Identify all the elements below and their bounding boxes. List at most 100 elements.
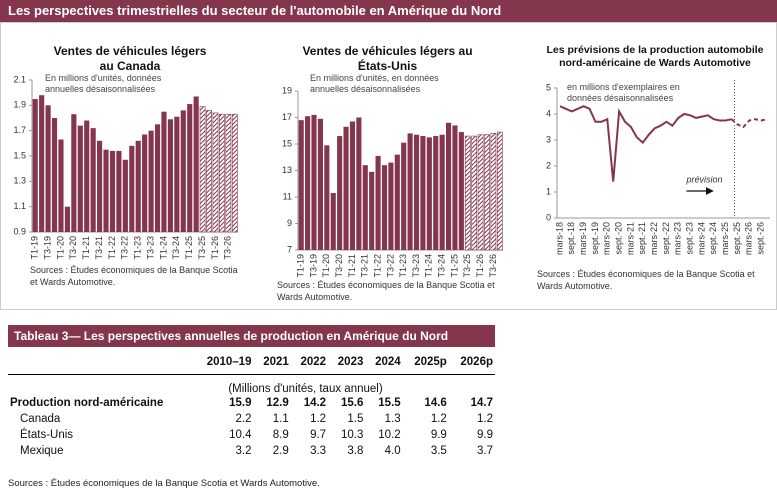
bar — [206, 110, 212, 233]
x-tick-label: T1-22 — [107, 236, 117, 260]
bar — [452, 125, 458, 250]
bar — [317, 118, 323, 250]
table-cell: 3.7 — [477, 445, 493, 457]
y-tick-label: 0.9 — [13, 226, 26, 236]
table-cell: Mexique — [20, 445, 64, 457]
x-tick-label: T1-19 — [296, 254, 306, 278]
bar — [39, 95, 45, 232]
chart-note: en millions d'exemplaires en données dés… — [567, 82, 680, 104]
x-tick-label: mars-26 — [744, 222, 754, 255]
x-tick-label: sept.-20 — [614, 222, 624, 255]
table-cell: 3.3 — [310, 445, 327, 457]
y-tick-label: 5 — [546, 82, 551, 92]
table-row: États-Unis 10.4 8.9 9.7 10.3 10.2 9.9 9.9 — [8, 427, 495, 443]
bar — [135, 140, 141, 232]
x-tick-label: T3-22 — [120, 236, 130, 260]
x-tick-label: T1-26 — [475, 254, 485, 278]
x-tick-label: mars-23 — [673, 222, 683, 255]
bar — [305, 116, 311, 250]
bar — [84, 120, 90, 232]
x-tick-label: sept.-24 — [708, 222, 718, 255]
bar — [343, 126, 349, 250]
x-tick-label: T3-24 — [171, 236, 181, 260]
chart-note: En millions d'unités, données annuelles … — [45, 73, 162, 95]
y-tick-label: 1.9 — [13, 100, 26, 110]
bar — [71, 114, 77, 232]
table-cell: 1.2 — [430, 413, 447, 425]
bar — [413, 134, 420, 250]
bar — [64, 206, 70, 232]
bar — [187, 104, 193, 232]
table-cell: 9.9 — [477, 429, 493, 441]
bar — [420, 136, 426, 250]
bar — [471, 135, 478, 251]
bar — [362, 165, 368, 250]
bar — [32, 99, 38, 232]
table-cell: États-Unis — [20, 429, 74, 441]
table-cell: 15.9 — [229, 397, 252, 409]
x-tick-label: T1-23 — [133, 236, 143, 260]
y-tick-label: 9 — [287, 218, 292, 228]
table-cell: 2010–19 — [192, 350, 254, 375]
x-tick-label: sept.-22 — [661, 222, 671, 255]
table-title: Tableau 3— Les perspectives annuelles de… — [8, 325, 495, 347]
x-tick-label: T3-26 — [223, 236, 233, 260]
bar — [433, 136, 439, 250]
bar — [231, 113, 238, 233]
x-tick-label: T1-25 — [184, 236, 194, 260]
x-tick-label: T1-20 — [321, 254, 331, 278]
chart-title: Les prévisions de la production automobi… — [546, 44, 764, 70]
bar — [199, 106, 206, 233]
y-tick-label: 2.1 — [13, 74, 26, 84]
table-cell: 8.9 — [272, 429, 289, 441]
table-row: Production nord-américaine 15.9 12.9 14.2 15… — [8, 395, 495, 411]
x-tick-label: T1-19 — [30, 236, 40, 260]
x-tick-label: T3-23 — [145, 236, 155, 260]
x-tick-label: T3-20 — [334, 254, 344, 278]
x-tick-label: T3-19 — [308, 254, 318, 278]
bar — [109, 150, 116, 232]
bar — [212, 112, 219, 233]
table-cell: 14.7 — [470, 397, 493, 409]
chart-title: Ventes de véhicules légers au Canada — [53, 44, 207, 73]
table-row: 2010–19 2021 2022 2023 2024 2025p 2026p — [8, 350, 495, 375]
table-cell: 1.1 — [272, 413, 289, 425]
bar — [439, 134, 445, 250]
x-tick-label: mars-22 — [649, 222, 659, 255]
table-cell: Production nord-américaine — [10, 397, 164, 409]
table-cell: Canada — [20, 413, 61, 425]
table-cell: 15.6 — [340, 397, 364, 409]
x-tick-label: T1-25 — [449, 254, 459, 278]
bar — [193, 96, 199, 232]
bar — [490, 133, 497, 251]
x-tick-label: sept.-19 — [590, 222, 600, 255]
bar — [97, 140, 103, 232]
x-tick-label: T1-23 — [398, 254, 408, 278]
x-tick-label: T1-24 — [424, 254, 434, 278]
table-cell: 1.3 — [384, 413, 401, 425]
x-tick-label: T1-22 — [372, 254, 382, 278]
bar — [445, 122, 452, 250]
bar — [426, 137, 432, 250]
bar — [154, 124, 161, 232]
table: 2010–19 2021 2022 2023 2024 2025p 2026p (Millio… — [8, 350, 495, 459]
table-cell: 3.5 — [430, 445, 447, 457]
charts: 0.91.11.31.51.71.92.1T1-19 T3-19 T1-20 T3-2… — [0, 22, 777, 310]
table-cell: 2025p — [402, 350, 449, 375]
x-tick-label: T1-21 — [347, 254, 357, 278]
x-tick-label: T3-24 — [437, 254, 447, 278]
bar — [122, 159, 128, 232]
table-cell: 1.5 — [347, 413, 364, 425]
bar — [407, 133, 413, 250]
table-cell: 2024 — [365, 350, 403, 375]
bar — [369, 171, 375, 250]
table-cell: 2022 — [290, 350, 329, 375]
bar — [148, 130, 154, 232]
y-tick-label: 3 — [546, 134, 551, 144]
bar — [375, 155, 381, 250]
x-tick-label: T1-20 — [55, 236, 65, 260]
bar — [116, 150, 122, 232]
table-cell: 1.2 — [477, 413, 493, 425]
bar — [337, 136, 343, 250]
bar — [58, 139, 64, 232]
